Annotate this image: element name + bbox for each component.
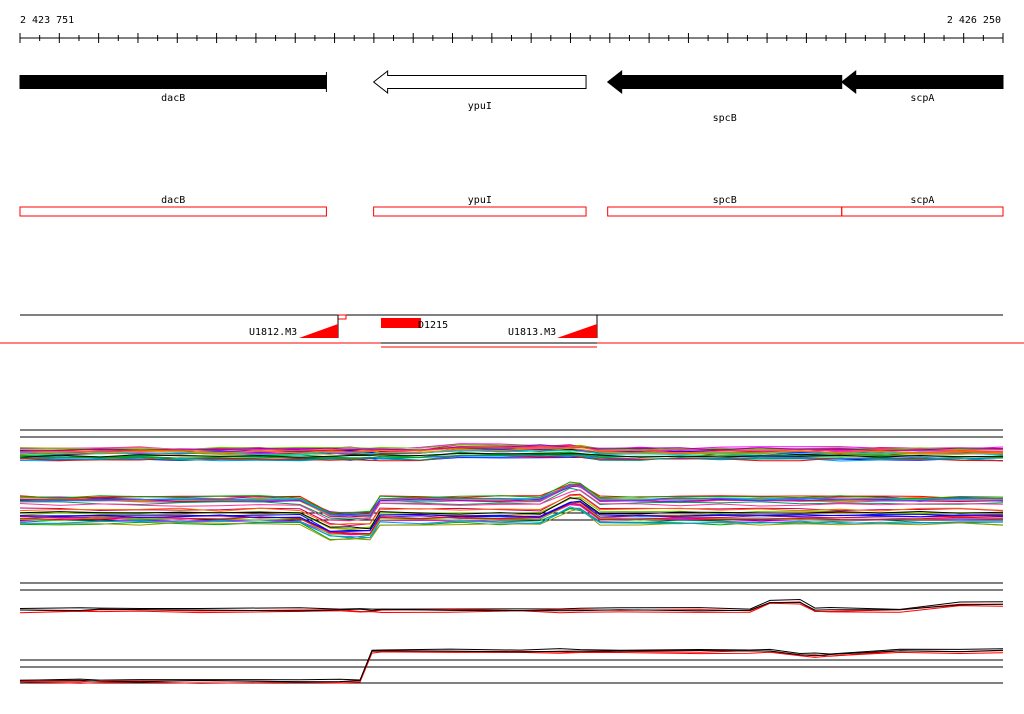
expression-trace <box>19 494 1004 526</box>
expression-trace <box>19 452 1004 458</box>
expression-trace <box>19 443 1004 451</box>
expression-track-pair <box>19 582 1004 684</box>
transcript-label-d1215: D1215 <box>418 320 448 331</box>
annotation-label-dacB: dacB <box>161 195 185 206</box>
expression-trace <box>19 651 1004 684</box>
expression-trace <box>19 650 1004 683</box>
transcript-label-u1812: U1812.M3 <box>249 327 297 338</box>
expression-trace <box>19 598 1004 610</box>
transcript-block-d1215 <box>381 318 421 328</box>
expression-trace <box>19 484 1004 517</box>
expression-track-multi <box>19 429 1004 541</box>
expression-trace <box>19 489 1004 522</box>
transcript-track: U1812.M3 D1215 U1813.M3 <box>0 314 1024 348</box>
transcript-label-u1813: U1813.M3 <box>508 327 556 338</box>
gene-arrow-dacB[interactable] <box>19 75 327 89</box>
expression-trace <box>19 602 1004 614</box>
gene-label-dacB: dacB <box>161 93 185 104</box>
expression-traces-multi <box>19 443 1004 541</box>
coordinate-ruler: 2 423 751 2 426 250 <box>19 15 1004 43</box>
expression-trace <box>19 497 1004 530</box>
annotation-box-scpA[interactable] <box>841 206 1004 217</box>
coord-start-label: 2 423 751 <box>20 15 74 26</box>
annotation-label-spcB: spcB <box>713 195 737 206</box>
small-red-marker <box>337 314 347 320</box>
expression-trace <box>19 454 1004 461</box>
expression-trace <box>19 454 1004 462</box>
expression-trace <box>19 484 1004 516</box>
annotation-box-ypuI[interactable] <box>373 206 587 217</box>
expression-trace <box>19 506 1004 539</box>
expression-trace <box>19 446 1004 454</box>
annotation-track: dacB ypuI spcB scpA <box>19 195 1004 217</box>
gene-track: dacB ypuI spcB scpA <box>19 69 1004 124</box>
transcript-ramp-u1813 <box>557 324 597 338</box>
annotation-label-ypuI: ypuI <box>468 195 492 206</box>
annotation-label-scpA: scpA <box>910 195 934 206</box>
expression-traces-pair <box>19 598 1004 684</box>
gene-arrow-scpA[interactable] <box>840 69 1004 95</box>
gene-arrow-spcB[interactable] <box>606 69 843 95</box>
ruler-ticks <box>19 33 1004 43</box>
gene-arrow-ypuI[interactable] <box>372 69 587 95</box>
coord-end-label: 2 426 250 <box>947 15 1001 26</box>
gene-label-ypuI: ypuI <box>468 101 492 112</box>
gene-label-scpA: scpA <box>910 93 934 104</box>
annotation-box-dacB[interactable] <box>19 206 327 217</box>
expression-trace <box>19 601 1004 612</box>
expression-trace <box>19 649 1004 683</box>
expression-trace <box>19 487 1004 520</box>
gene-label-spcB: spcB <box>713 113 737 124</box>
expression-trace <box>19 481 1004 514</box>
expression-trace <box>19 503 1004 535</box>
expression-trace <box>19 484 1004 516</box>
transcript-ramp-u1812 <box>299 324 338 338</box>
annotation-box-spcB[interactable] <box>607 206 843 217</box>
expression-trace <box>19 648 1004 681</box>
expression-trace <box>19 500 1004 532</box>
expression-trace <box>19 508 1004 541</box>
